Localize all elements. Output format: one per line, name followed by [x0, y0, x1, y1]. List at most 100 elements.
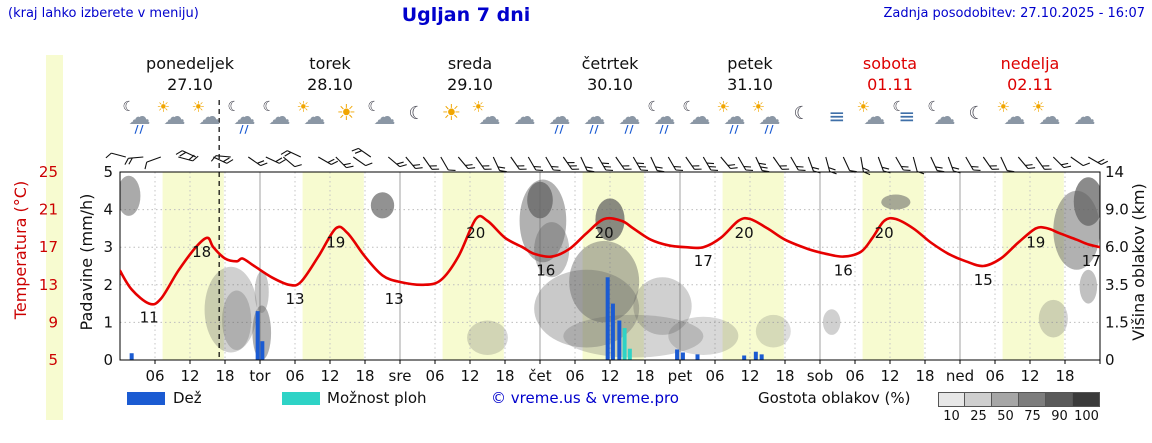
wind-barb-icon	[144, 156, 161, 170]
copyright-link[interactable]: © vreme.us & vreme.pro	[491, 389, 679, 407]
cloud-blob	[254, 271, 269, 313]
cloud-height-tick: 3.5	[1105, 276, 1129, 294]
precip-bars	[129, 277, 764, 360]
wind-barb-icon	[965, 156, 981, 172]
wind-barb-icon	[702, 156, 719, 172]
cloud-height-tick: 14	[1105, 163, 1124, 181]
wind-barb-icon	[105, 152, 126, 159]
temperature-tick: 13	[39, 276, 58, 294]
temperature-point-label: 20	[735, 224, 754, 242]
day-abbr-label: pet	[668, 367, 693, 385]
shower-bar	[627, 348, 632, 360]
wind-barb-icon	[405, 156, 423, 170]
time-label: 12	[180, 367, 199, 385]
wind-barb-icon	[685, 156, 702, 170]
wind-barb-icon	[1070, 156, 1091, 167]
precip-tick: 4	[103, 201, 113, 219]
temperature-tick: 25	[39, 163, 58, 181]
wind-barb-icon	[982, 156, 1000, 170]
wind-barb-icon	[280, 150, 302, 158]
cloud-blob	[822, 309, 841, 335]
precip-tick: 0	[103, 351, 113, 369]
axis-ticks	[154, 360, 1101, 364]
time-label: 18	[1055, 367, 1074, 385]
time-label: 06	[565, 367, 584, 385]
wind-barb-icon	[335, 156, 354, 169]
wind-barb-icon	[825, 156, 837, 175]
grid	[120, 172, 1100, 360]
wind-barb-icon	[440, 156, 456, 172]
cloud-height-tick: 0	[1105, 351, 1115, 369]
rain-bar	[675, 349, 680, 360]
cloud-blob	[563, 314, 704, 358]
wind-barb-icon	[930, 156, 945, 173]
wind-barb-icon	[807, 156, 821, 174]
day-abbr-label: ned	[946, 367, 974, 385]
rain-bar	[695, 354, 700, 360]
cloud-blob	[1038, 299, 1068, 338]
wind-barb-icon	[737, 156, 754, 172]
time-label: 18	[495, 367, 514, 385]
temperature-tick: 21	[39, 201, 58, 219]
wind-barb-icon	[912, 156, 925, 175]
temperature-point-label: 20	[875, 224, 894, 242]
wind-barb-icon	[667, 156, 684, 172]
rain-bar	[129, 353, 134, 360]
wind-barb-icon	[790, 156, 806, 172]
wind-barb-icon	[650, 156, 665, 173]
precip-tick: 5	[103, 163, 113, 181]
wind-barb-icon	[895, 156, 911, 172]
temperature-tick: 5	[48, 351, 58, 369]
wind-barb-icon	[545, 156, 561, 172]
rain-bar	[742, 355, 747, 360]
day-abbr-label: čet	[528, 367, 551, 385]
temperature-tick: 17	[39, 238, 58, 256]
rain-bar	[255, 311, 260, 360]
location-menu-note: (kraj lahko izberete v meniju)	[8, 6, 199, 21]
precip-tick: 3	[103, 238, 113, 256]
precip-tick: 2	[103, 276, 113, 294]
time-label: 12	[600, 367, 619, 385]
daylight-band	[722, 172, 784, 360]
temperature-point-label: 15	[974, 271, 993, 289]
cloud-layer	[120, 175, 1100, 360]
cloud-blob	[1073, 177, 1100, 226]
cloud-blob	[569, 240, 640, 323]
wind-barb-icon	[632, 156, 649, 172]
daylight-band	[1002, 172, 1064, 360]
temperature-point-label: 17	[1082, 252, 1101, 270]
temperature-point-label: 16	[536, 262, 555, 280]
wind-barb-icon	[1017, 156, 1036, 170]
time-label: 06	[145, 367, 164, 385]
wind-barb-icon	[282, 156, 302, 168]
time-label: 18	[775, 367, 794, 385]
wind-barb-icon	[580, 156, 595, 173]
wind-barb-icon	[947, 156, 961, 174]
time-label: 18	[355, 367, 374, 385]
time-label: 06	[285, 367, 304, 385]
temperature-point-label: 17	[694, 252, 713, 270]
wind-barb-icon	[351, 147, 372, 158]
wind-barb-icon	[860, 156, 871, 176]
cloud-blob	[755, 314, 791, 348]
wind-barb-icon	[510, 156, 527, 170]
rain-bar	[617, 320, 622, 360]
wind-barb-icon	[247, 156, 268, 167]
time-label: 06	[985, 367, 1004, 385]
rain-bar	[260, 341, 265, 360]
wind-barb-icon	[422, 156, 440, 170]
wind-barb-icon	[213, 156, 234, 164]
wind-barb-icon	[492, 156, 507, 173]
temperature-point-label: 19	[326, 233, 345, 251]
cloud-blob	[1079, 269, 1098, 304]
cloud-height-tick: 1.5	[1105, 313, 1129, 331]
time-label: 12	[740, 367, 759, 385]
wind-barb-icon	[877, 156, 891, 174]
time-label: 18	[635, 367, 654, 385]
day-abbr-label: sob	[807, 367, 834, 385]
wind-barb-icon	[527, 156, 544, 172]
time-label: 12	[1020, 367, 1039, 385]
temperature-point-label: 13	[385, 290, 404, 308]
